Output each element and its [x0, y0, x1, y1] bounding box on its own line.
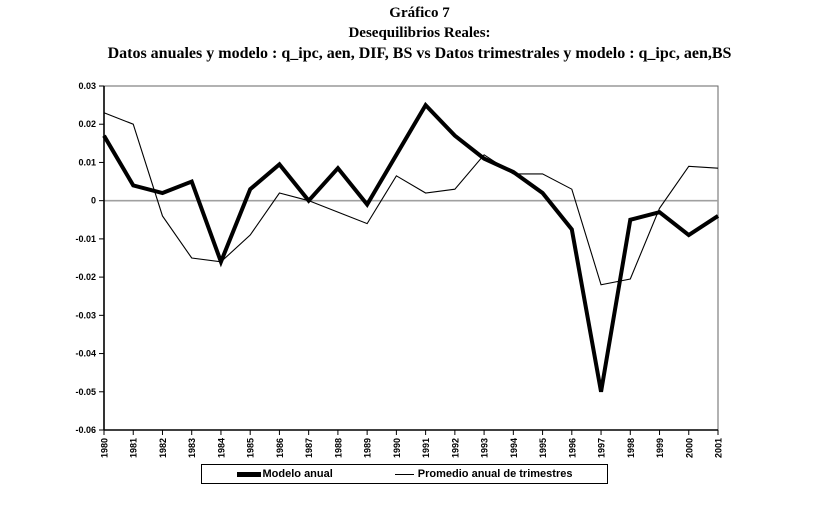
y-tick-label: -0.02: [75, 272, 96, 282]
series-line-promedio-trimestres: [103, 112, 719, 286]
thin-line-swatch-icon: [394, 473, 414, 475]
x-tick-label: 1986: [275, 438, 285, 458]
y-tick-label: -0.03: [75, 310, 96, 320]
x-tick-label: 1999: [655, 438, 665, 458]
y-tick-label: -0.06: [75, 425, 96, 435]
x-tick-label: 1981: [129, 438, 139, 458]
x-tick-label: 1994: [509, 438, 519, 458]
y-tick-label: -0.04: [75, 349, 96, 359]
legend-label-promedio-trimestres: Promedio anual de trimestres: [417, 468, 573, 480]
x-tick-label: 1980: [100, 438, 110, 458]
thick-line-swatch-icon: [236, 471, 261, 477]
x-tick-label: 1983: [187, 438, 197, 458]
x-tick-label: 1991: [421, 438, 431, 458]
legend-label-modelo-anual: Modelo anual: [262, 468, 333, 480]
x-tick-label: 2001: [714, 438, 724, 458]
x-tick-label: 1982: [158, 438, 168, 458]
x-tick-label: 1998: [626, 438, 636, 458]
x-tick-label: 1988: [333, 438, 343, 458]
legend-item-promedio-trimestres: Promedio anual de trimestres: [394, 468, 573, 480]
y-tick-label: 0.02: [78, 119, 96, 129]
x-tick-label: 1985: [246, 438, 256, 458]
x-tick-label: 1995: [538, 438, 548, 458]
title-block: Gráfico 7 Desequilibrios Reales: Datos a…: [0, 3, 839, 65]
y-tick-label: 0: [91, 196, 96, 206]
legend-item-modelo-anual: Modelo anual: [236, 468, 333, 480]
x-tick-label: 1993: [480, 438, 490, 458]
x-tick-label: 2000: [684, 438, 694, 458]
x-tick-label: 1984: [216, 438, 226, 458]
plot-border: [103, 85, 719, 431]
x-tick-label: 1992: [450, 438, 460, 458]
chart-subtitle: Desequilibrios Reales:: [348, 25, 491, 41]
chart-description: Datos anuales y modelo : q_ipc, aen, DIF…: [107, 45, 732, 62]
legend: Modelo anual Promedio anual de trimestre…: [201, 464, 608, 484]
y-tick-label: 0.03: [78, 81, 96, 91]
y-tick-label: 0.01: [78, 157, 96, 167]
x-tick-label: 1997: [597, 438, 607, 458]
y-tick-label: -0.05: [75, 387, 96, 397]
chart-number-title: Gráfico 7: [389, 5, 450, 21]
series-line-modelo-anual: [102, 101, 720, 393]
y-tick-label: -0.01: [75, 234, 96, 244]
x-tick-label: 1989: [363, 438, 373, 458]
x-tick-label: 1990: [392, 438, 402, 458]
x-tick-label: 1996: [567, 438, 577, 458]
x-tick-label: 1987: [304, 438, 314, 458]
